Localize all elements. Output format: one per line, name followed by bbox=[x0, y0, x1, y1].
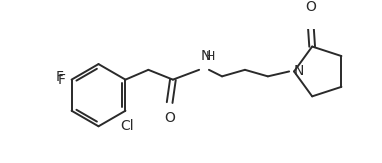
Text: F: F bbox=[58, 73, 66, 87]
Text: N: N bbox=[293, 64, 304, 78]
Text: O: O bbox=[164, 111, 175, 125]
Text: Cl: Cl bbox=[120, 119, 134, 133]
Text: O: O bbox=[305, 0, 316, 14]
Text: F: F bbox=[55, 70, 63, 84]
Text: N: N bbox=[201, 49, 211, 63]
Text: H: H bbox=[206, 50, 215, 63]
